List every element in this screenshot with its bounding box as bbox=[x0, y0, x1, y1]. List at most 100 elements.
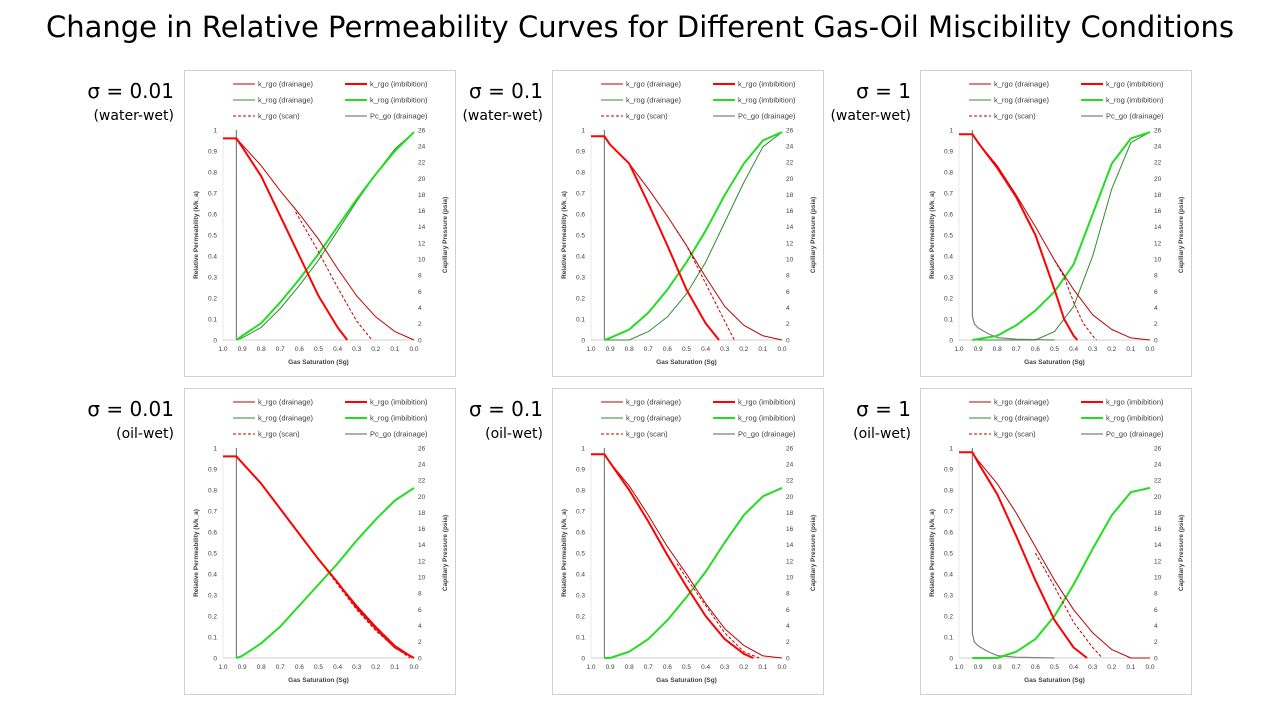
wettability-label: (water-wet) bbox=[462, 108, 543, 124]
x-tick-label: 0.2 bbox=[1107, 346, 1116, 353]
y-tick-label: 0.3 bbox=[944, 274, 953, 281]
series-line-krgo_i bbox=[223, 137, 348, 341]
y-tick-label: 0.9 bbox=[944, 148, 953, 155]
y2-tick-label: 6 bbox=[1154, 607, 1158, 614]
y-tick-label: 0.2 bbox=[944, 613, 953, 620]
x-tick-label: 0.2 bbox=[371, 664, 380, 671]
y-axis-title: Relative Permeability (k/k_a) bbox=[929, 191, 936, 279]
y2-tick-label: 2 bbox=[1154, 321, 1158, 328]
series-line-krgo_d bbox=[591, 135, 783, 341]
y-tick-label: 0.3 bbox=[208, 592, 217, 599]
chart-svg: k_rgo (drainage) k_rgo (imbibition) k_rog … bbox=[929, 80, 1185, 367]
chart-panel: k_rgo (drainage) k_rgo (imbibition) k_rog … bbox=[552, 70, 824, 377]
legend-label: k_rgo (scan) bbox=[994, 430, 1036, 439]
y2-tick-label: 2 bbox=[1154, 639, 1158, 646]
x-tick-label: 0.6 bbox=[663, 664, 672, 671]
y-tick-label: 1 bbox=[581, 127, 585, 134]
y2-tick-label: 14 bbox=[1154, 224, 1162, 231]
chart-svg: k_rgo (drainage) k_rgo (imbibition) k_rog … bbox=[193, 80, 449, 367]
x-axis-title: Gas Saturation (Sg) bbox=[656, 359, 717, 366]
legend-label: k_rog (drainage) bbox=[258, 414, 314, 423]
y-tick-label: 0.6 bbox=[208, 529, 217, 536]
y2-tick-label: 22 bbox=[786, 478, 794, 485]
x-tick-label: 0.6 bbox=[1031, 664, 1040, 671]
y-tick-label: 1 bbox=[213, 127, 217, 134]
x-tick-label: 0.8 bbox=[257, 346, 266, 353]
y-tick-label: 0.7 bbox=[944, 508, 953, 515]
x-tick-label: 0.9 bbox=[974, 664, 983, 671]
y-axis-title: Relative Permeability (k/k_a) bbox=[193, 191, 200, 279]
x-tick-label: 0.7 bbox=[1012, 664, 1021, 671]
legend-label: k_rgo (drainage) bbox=[994, 398, 1050, 407]
y-tick-label: 0.4 bbox=[208, 253, 217, 260]
y-tick-label: 0.3 bbox=[944, 592, 953, 599]
x-axis-title: Gas Saturation (Sg) bbox=[1024, 677, 1085, 684]
legend-label: k_rgo (drainage) bbox=[626, 80, 682, 89]
chart-svg: k_rgo (drainage) k_rgo (imbibition) k_rog … bbox=[193, 398, 449, 685]
y2-tick-label: 22 bbox=[786, 160, 794, 167]
y2-tick-label: 26 bbox=[786, 445, 794, 452]
x-tick-label: 0.0 bbox=[777, 346, 786, 353]
x-tick-label: 0.2 bbox=[371, 346, 380, 353]
sigma-label: σ = 0.1 bbox=[469, 397, 543, 421]
y-tick-label: 1 bbox=[949, 445, 953, 452]
y2-tick-label: 16 bbox=[1154, 208, 1162, 215]
chart-panel: k_rgo (drainage) k_rgo (imbibition) k_rog … bbox=[920, 70, 1192, 377]
x-tick-label: 1.0 bbox=[954, 664, 963, 671]
row-label-4: σ = 0.01 (oil-wet) bbox=[24, 396, 174, 442]
wettability-label: (oil-wet) bbox=[853, 426, 911, 442]
y2-tick-label: 10 bbox=[1154, 575, 1162, 582]
series-line-krgo_d bbox=[959, 451, 1150, 659]
y-tick-label: 0.3 bbox=[576, 274, 585, 281]
y-tick-label: 0.4 bbox=[208, 571, 217, 578]
y-tick-label: 1 bbox=[581, 445, 585, 452]
legend-label: k_rog (drainage) bbox=[626, 414, 682, 423]
legend-label: k_rgo (drainage) bbox=[626, 398, 682, 407]
row-label-2: σ = 0.1 (water-wet) bbox=[393, 78, 543, 124]
y-tick-label: 0 bbox=[949, 655, 953, 662]
series-line-krgo_s bbox=[676, 230, 735, 341]
y2-tick-label: 14 bbox=[1154, 542, 1162, 549]
legend-label: k_rog (drainage) bbox=[994, 96, 1050, 105]
series-line-pc bbox=[971, 448, 1055, 659]
y-tick-label: 0.5 bbox=[208, 550, 217, 557]
y-tick-label: 0 bbox=[213, 655, 217, 662]
y2-tick-label: 0 bbox=[418, 337, 422, 344]
x-tick-label: 0.5 bbox=[1050, 346, 1059, 353]
wettability-label: (oil-wet) bbox=[116, 426, 174, 442]
y2-tick-label: 20 bbox=[1154, 176, 1162, 183]
y2-tick-label: 10 bbox=[418, 257, 426, 264]
y2-tick-label: 8 bbox=[786, 591, 790, 598]
y2-tick-label: 4 bbox=[1154, 305, 1158, 312]
y2-tick-label: 24 bbox=[786, 461, 794, 468]
y-tick-label: 0.8 bbox=[944, 169, 953, 176]
x-axis-title: Gas Saturation (Sg) bbox=[288, 359, 349, 366]
y-axis-title: Relative Permeability (k/k_a) bbox=[193, 509, 200, 597]
y2-tick-label: 12 bbox=[418, 558, 426, 565]
y-tick-label: 0.1 bbox=[944, 316, 953, 323]
legend-label: Pc_go (drainage) bbox=[1106, 112, 1164, 121]
legend-label: k_rgo (imbibition) bbox=[738, 80, 796, 89]
y2-axis-title: Capillary Pressure (psia) bbox=[810, 515, 817, 591]
y2-tick-label: 22 bbox=[1154, 160, 1162, 167]
series-line-krog_d bbox=[236, 487, 415, 659]
y-tick-label: 0.9 bbox=[208, 148, 217, 155]
y2-tick-label: 22 bbox=[418, 160, 426, 167]
series-line-krog_i bbox=[604, 131, 783, 341]
y-tick-label: 0.9 bbox=[944, 466, 953, 473]
series-line-krgo_s bbox=[1034, 552, 1103, 659]
y2-tick-label: 18 bbox=[418, 192, 426, 199]
x-tick-label: 0.0 bbox=[1145, 346, 1154, 353]
legend-label: k_rgo (scan) bbox=[626, 112, 668, 121]
y2-tick-label: 10 bbox=[418, 575, 426, 582]
x-tick-label: 1.0 bbox=[218, 346, 227, 353]
y2-tick-label: 8 bbox=[786, 273, 790, 280]
y2-axis-title: Capillary Pressure (psia) bbox=[1178, 515, 1185, 591]
x-tick-label: 0.6 bbox=[1031, 346, 1040, 353]
x-tick-label: 0.1 bbox=[1126, 664, 1135, 671]
y-tick-label: 0.8 bbox=[576, 487, 585, 494]
y2-tick-label: 2 bbox=[418, 639, 422, 646]
series-line-krgo_d bbox=[223, 455, 415, 659]
y-tick-label: 0.4 bbox=[576, 571, 585, 578]
y-tick-label: 0.2 bbox=[944, 295, 953, 302]
